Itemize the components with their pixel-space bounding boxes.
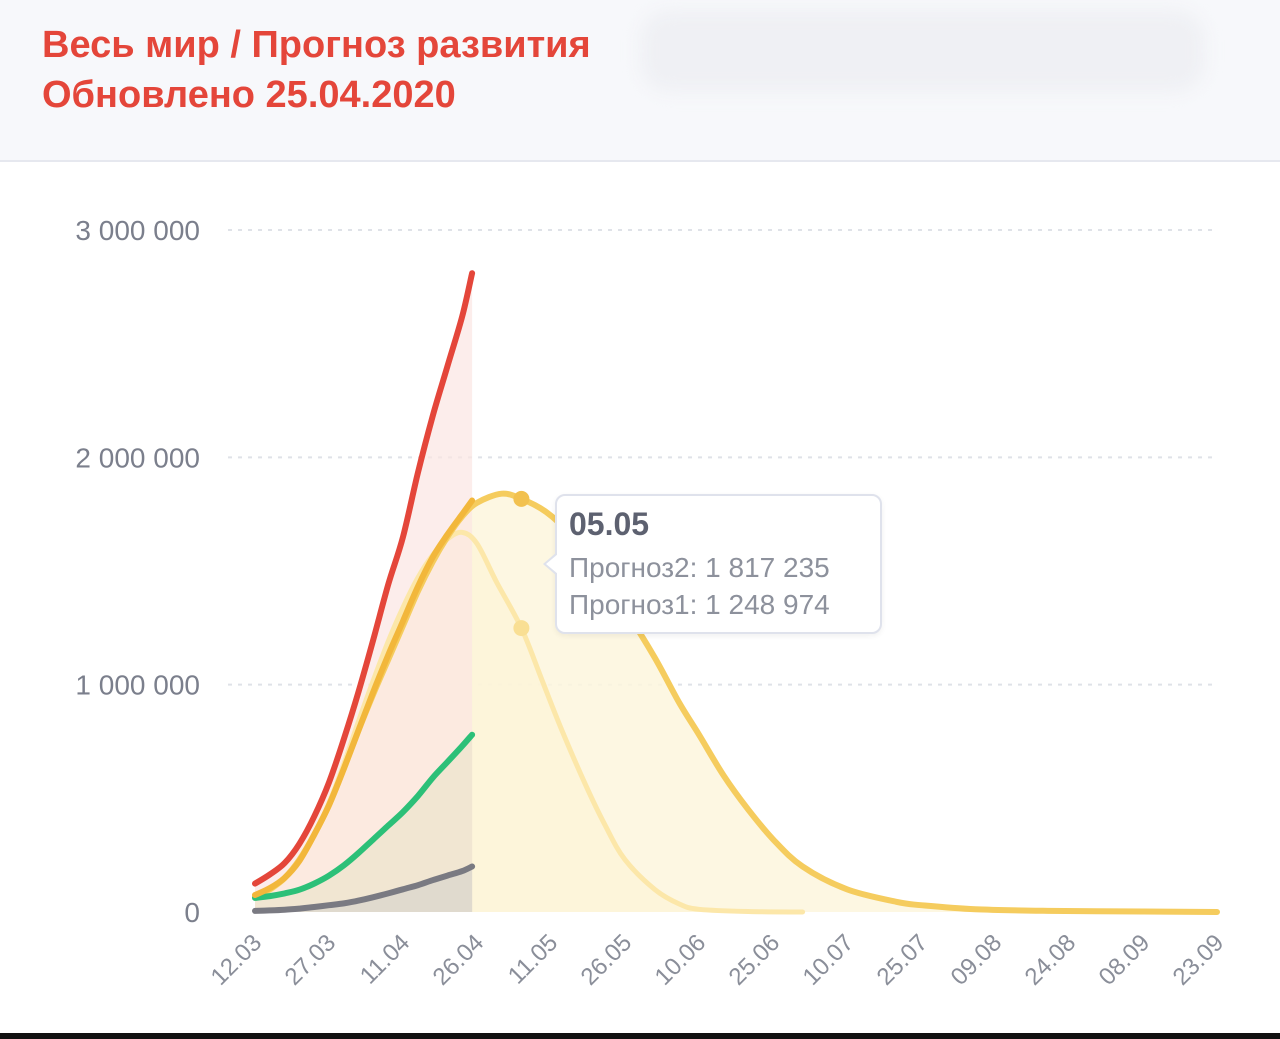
header: Весь мир / Прогноз развития Обновлено 25… [0, 0, 1280, 162]
tooltip-forecast2: Прогноз2: 1 817 235 [569, 552, 830, 583]
y-tick-label: 1 000 000 [75, 670, 200, 701]
series-areas [255, 273, 1217, 912]
grid-lines [228, 229, 1215, 686]
tooltip-date: 05.05 [569, 506, 650, 542]
x-tick-label: 09.08 [946, 929, 1008, 991]
y-tick-label: 3 000 000 [75, 215, 200, 246]
x-tick-label: 25.06 [724, 929, 786, 991]
blurred-region [640, 10, 1205, 92]
x-tick-label: 24.08 [1020, 929, 1082, 991]
recovered-area [255, 734, 473, 912]
bottom-border [0, 1033, 1280, 1039]
x-axis-ticks: 12.03 27.03 11.04 26.04 11.05 26.05 10.06 25.06… [206, 929, 1230, 991]
chart-tooltip: 05.05 Прогноз2: 1 817 235 Прогноз1: 1 24… [543, 494, 882, 634]
active-line [252, 497, 476, 898]
forecast2-marker [513, 490, 530, 507]
updated-date: Обновлено 25.04.2020 [42, 74, 456, 116]
x-tick-label: 12.03 [206, 929, 268, 991]
page-title: Весь мир / Прогноз развития [42, 24, 591, 66]
recovered-line [252, 731, 476, 901]
tooltip-forecast1: Прогноз1: 1 248 974 [569, 589, 830, 620]
deaths-area [255, 866, 473, 912]
x-tick-label: 27.03 [280, 929, 342, 991]
series-lines [252, 270, 1220, 915]
y-tick-label: 2 000 000 [75, 442, 200, 473]
x-tick-label: 08.09 [1094, 929, 1156, 991]
y-tick-label: 0 [184, 897, 200, 928]
x-tick-label: 10.07 [798, 929, 860, 991]
forecast1-marker [513, 620, 530, 637]
x-tick-label: 26.04 [428, 929, 490, 991]
x-tick-label: 11.04 [355, 929, 415, 989]
deaths-line [252, 863, 476, 914]
y-axis-ticks: 0 1 000 000 2 000 000 3 000 000 [75, 215, 200, 928]
x-tick-label: 10.06 [650, 929, 712, 991]
x-tick-label: 23.09 [1168, 929, 1230, 991]
x-tick-label: 11.05 [503, 929, 563, 989]
confirmed-line [252, 270, 476, 887]
tooltip-markers [513, 490, 530, 637]
x-tick-label: 25.07 [872, 929, 934, 991]
x-tick-label: 26.05 [576, 929, 638, 991]
confirmed-area [255, 273, 473, 912]
